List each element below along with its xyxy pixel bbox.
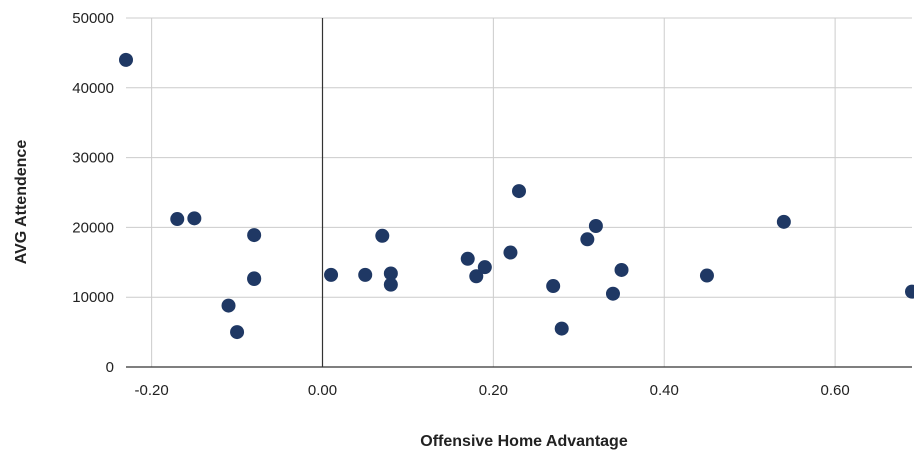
data-point [469,269,484,284]
y-tick-label: 40000 [72,80,114,97]
x-tick-label: -0.20 [135,382,169,399]
axis-layer [126,18,912,368]
y-tick-label: 0 [106,359,114,376]
data-point [546,279,561,294]
y-tick-label: 50000 [72,10,114,27]
data-point [614,262,629,277]
x-tick-label: 0.00 [308,382,337,399]
data-point [477,260,492,275]
data-point [588,219,603,234]
data-point [383,277,398,292]
y-tick-label: 10000 [72,289,114,306]
data-point [776,214,791,229]
data-point [119,52,133,67]
x-tick-label: 0.60 [821,382,850,399]
data-point [699,268,714,283]
data-point [247,228,262,243]
x-axis-title: Offensive Home Advantage [420,433,628,450]
data-point [247,272,262,287]
grid-layer [126,17,912,367]
data-point [460,251,475,266]
tick-layer: 0 10000 20000 30000 40000 50000 -0.20 0.00 0.20 0… [72,10,849,399]
x-tick-label: 0.20 [479,382,508,399]
data-point [170,212,185,227]
data-point [503,245,518,260]
point-layer [119,52,914,340]
data-point [230,325,245,340]
data-point [324,267,339,282]
data-point [580,232,595,247]
data-point [554,321,569,336]
y-tick-label: 30000 [72,150,114,167]
y-axis-title: AVG Attendence [13,140,30,265]
data-point [221,298,236,313]
data-point [512,184,526,199]
data-point [905,284,914,299]
data-point [383,266,398,281]
data-point [605,286,620,301]
data-point [375,228,390,243]
y-tick-label: 20000 [72,219,114,236]
data-point [187,211,202,226]
data-point [358,267,373,282]
x-tick-label: 0.40 [650,382,679,399]
